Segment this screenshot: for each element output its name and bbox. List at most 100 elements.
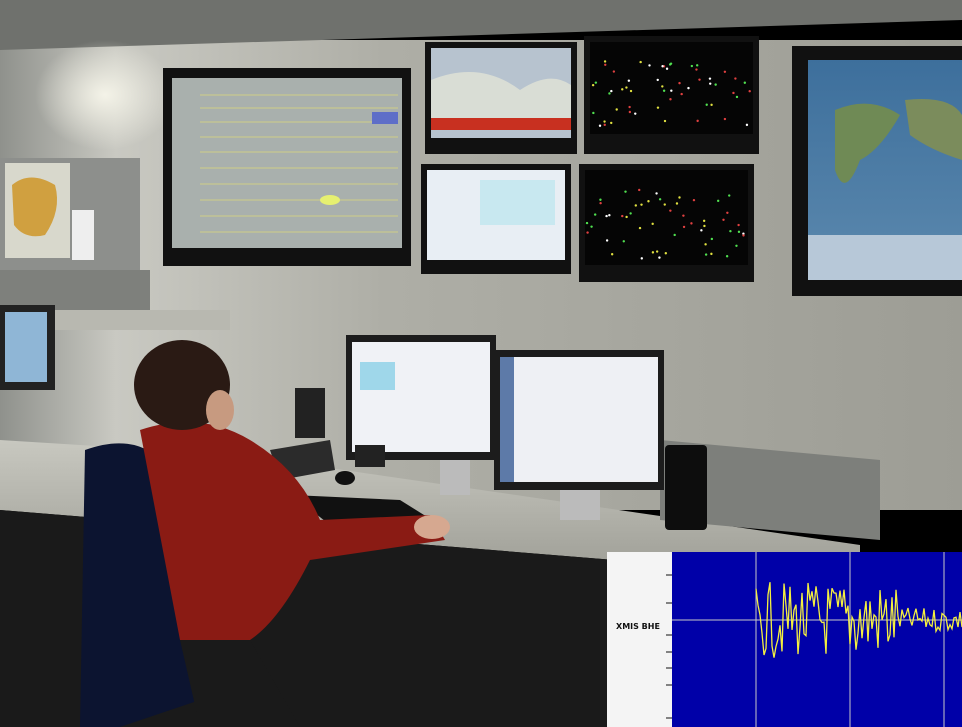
person-shirt — [140, 422, 445, 640]
person-hair — [134, 340, 230, 430]
map-land — [12, 177, 58, 237]
quake-dot — [692, 198, 696, 202]
quake-dot — [585, 221, 589, 225]
mouse — [335, 471, 355, 485]
quake-dot — [723, 70, 727, 74]
quake-dot — [710, 252, 713, 256]
quake-dot — [698, 78, 701, 81]
quake-dot — [591, 83, 595, 87]
quake-dot — [603, 60, 607, 63]
quake-dot — [598, 124, 602, 127]
quake-dot — [590, 225, 593, 228]
quake-dot — [638, 188, 641, 192]
quake-dot — [658, 256, 661, 259]
quake-dot — [705, 103, 708, 106]
window-panel — [360, 362, 395, 390]
quake-dot — [655, 192, 658, 195]
quake-dot — [675, 202, 679, 205]
quake-dot — [621, 88, 624, 91]
quake-dot — [656, 78, 659, 82]
partition-top — [0, 270, 150, 310]
quake-dot — [608, 214, 611, 217]
quake-dot — [661, 65, 664, 68]
quake-dot — [708, 77, 712, 80]
quake-dot — [603, 120, 606, 123]
quake-dot — [669, 209, 672, 212]
quake-dot — [710, 237, 714, 241]
quake-dot — [638, 226, 642, 230]
quake-dot — [664, 252, 668, 255]
inset-plot — [672, 552, 962, 727]
quake-dot — [640, 257, 643, 260]
quake-dot — [704, 243, 707, 246]
quake-dot — [639, 60, 642, 64]
light-glow — [35, 40, 175, 150]
quake-dot — [615, 108, 618, 111]
person-hand — [414, 515, 450, 539]
quake-dot — [737, 223, 740, 227]
quake-dot — [687, 86, 690, 90]
quake-dot — [624, 190, 627, 193]
quake-dot — [625, 215, 628, 219]
quake-dot — [682, 225, 686, 229]
quake-dot — [663, 119, 667, 123]
quake-dot — [603, 123, 606, 127]
quake-dot — [737, 230, 741, 234]
quake-dot — [608, 92, 611, 95]
quake-dot — [734, 77, 737, 80]
quake-dot — [729, 229, 732, 233]
quake-dot — [604, 63, 607, 66]
person-legs — [180, 640, 300, 727]
quake-dot — [662, 89, 666, 92]
quake-dot — [627, 79, 631, 82]
desk-monitor-screen — [352, 342, 490, 452]
screen-highlight — [372, 112, 398, 124]
quake-dot — [714, 83, 717, 86]
quake-dot — [745, 123, 749, 127]
quake-dot — [605, 214, 608, 218]
quake-dot — [669, 98, 672, 101]
quake-dot — [668, 63, 672, 66]
quake-dot — [695, 64, 699, 67]
sidebar — [500, 357, 514, 482]
map-land — [905, 99, 962, 160]
quake-dot — [665, 67, 669, 70]
quake-dots — [585, 60, 751, 260]
quake-dot — [704, 253, 708, 256]
quake-dot — [628, 110, 632, 114]
quake-dot — [696, 119, 699, 123]
quake-dot — [628, 105, 631, 109]
cloud — [431, 72, 571, 118]
quake-dot — [656, 106, 660, 109]
quake-dot — [709, 82, 712, 85]
quake-dot — [725, 255, 729, 258]
quake-dot — [586, 231, 589, 234]
news-ticker — [431, 118, 571, 130]
quake-dot — [748, 89, 751, 93]
quake-dot — [735, 244, 738, 247]
quake-dot — [629, 89, 633, 93]
quake-dot — [722, 218, 725, 221]
quake-dot — [634, 204, 638, 207]
monitor-stand — [560, 490, 600, 520]
quake-dot — [678, 81, 681, 85]
quake-dot — [702, 219, 706, 223]
trace-burst — [320, 195, 340, 205]
paper-note — [72, 210, 94, 260]
quake-dot — [682, 214, 685, 217]
quake-dot — [621, 214, 624, 218]
quake-dot — [647, 200, 650, 203]
quake-dot — [690, 64, 694, 68]
quake-map — [590, 42, 753, 134]
quake-dot — [610, 89, 613, 93]
satellite-region — [480, 180, 555, 225]
quake-dot — [592, 111, 595, 115]
quake-dot — [593, 213, 597, 216]
station-label: XMIS BHE — [616, 622, 660, 631]
quake-dot — [742, 232, 745, 235]
quake-dot — [700, 229, 703, 232]
quake-dot — [629, 212, 632, 215]
quake-dot — [710, 103, 713, 107]
quake-dot — [605, 239, 609, 242]
